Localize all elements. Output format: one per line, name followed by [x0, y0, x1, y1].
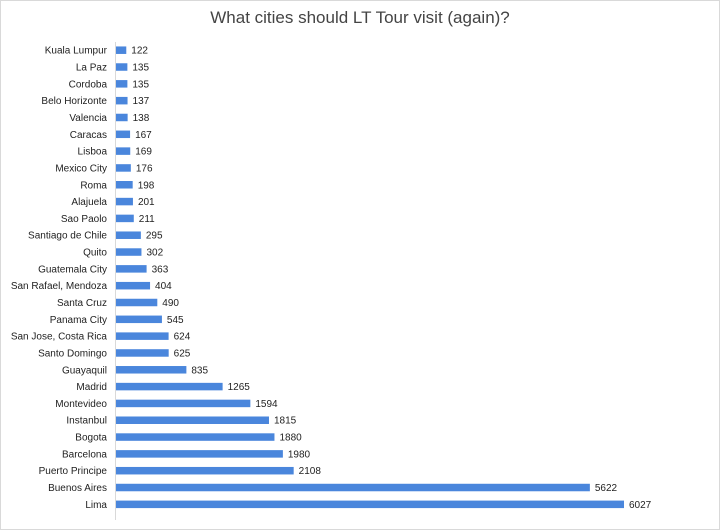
category-label: Guatemala City — [38, 264, 107, 275]
value-label: 122 — [131, 46, 148, 57]
bar — [116, 298, 158, 307]
category-label: Buenos Aires — [48, 483, 107, 494]
bar — [116, 315, 162, 324]
category-label: Instanbul — [66, 416, 107, 427]
bar — [116, 214, 134, 223]
value-label: 295 — [146, 231, 163, 242]
bar — [116, 466, 294, 475]
category-label: Roma — [80, 180, 107, 191]
bar — [116, 416, 269, 424]
value-label: 5622 — [595, 483, 618, 494]
bar — [116, 265, 147, 273]
category-label: Lisboa — [78, 147, 108, 158]
category-label: Santo Domingo — [38, 348, 107, 359]
value-label: 625 — [174, 348, 191, 359]
category-label: Panama City — [50, 315, 107, 326]
bar — [116, 231, 141, 239]
value-label: 624 — [174, 332, 191, 343]
category-label: Cordoba — [69, 79, 108, 90]
category-label: La Paz — [76, 63, 107, 74]
category-label: Quito — [83, 248, 107, 259]
category-label: Alajuela — [71, 197, 107, 208]
value-label: 1594 — [255, 399, 278, 410]
value-label: 169 — [135, 147, 152, 158]
category-label: Belo Horizonte — [41, 96, 107, 107]
bar — [116, 281, 151, 290]
category-label: Lima — [85, 500, 107, 511]
value-label: 211 — [139, 214, 155, 225]
bar — [116, 80, 128, 88]
value-label: 6027 — [629, 500, 652, 511]
bar — [116, 382, 223, 391]
value-label: 1880 — [279, 433, 302, 444]
category-label: Bogota — [75, 433, 107, 444]
bar — [116, 248, 142, 256]
bars-group: Kuala Lumpur 122 La Paz 135 Cordoba 135 Belo H… — [11, 46, 652, 511]
value-label: 138 — [133, 113, 150, 124]
value-label: 490 — [162, 298, 179, 309]
value-label: 404 — [155, 281, 172, 292]
value-label: 1265 — [228, 382, 251, 393]
value-label: 835 — [191, 365, 208, 376]
category-label: Montevideo — [55, 399, 107, 410]
value-label: 135 — [132, 79, 149, 90]
value-label: 302 — [146, 248, 163, 259]
bar — [116, 366, 187, 374]
value-label: 363 — [152, 264, 169, 275]
bar — [116, 332, 169, 340]
category-label: San Jose, Costa Rica — [11, 332, 108, 343]
category-label: Caracas — [70, 130, 107, 141]
bar — [116, 500, 624, 509]
bar — [116, 130, 131, 139]
value-label: 2108 — [299, 466, 322, 477]
value-label: 135 — [132, 63, 149, 74]
bar — [116, 483, 590, 492]
bar — [116, 433, 275, 441]
bar — [116, 147, 131, 155]
bar — [116, 349, 169, 357]
category-label: Valencia — [69, 113, 107, 124]
value-label: 201 — [138, 197, 155, 208]
bar — [116, 450, 283, 458]
bar — [116, 63, 128, 71]
bar — [116, 164, 131, 172]
category-label: Kuala Lumpur — [45, 46, 108, 57]
bar — [116, 96, 128, 105]
value-label: 1980 — [288, 449, 311, 460]
category-label: Puerto Principe — [39, 466, 108, 477]
bar — [116, 113, 128, 122]
value-label: 198 — [138, 180, 155, 191]
bar — [116, 399, 251, 408]
value-label: 167 — [135, 130, 152, 141]
chart-title: What cities should LT Tour visit (again)… — [210, 8, 510, 27]
category-label: Sao Paolo — [61, 214, 108, 225]
value-label: 176 — [136, 163, 153, 174]
category-label: Santiago de Chile — [28, 231, 107, 242]
category-label: Barcelona — [62, 449, 107, 460]
category-label: Santa Cruz — [57, 298, 107, 309]
bar — [116, 46, 127, 54]
value-label: 545 — [167, 315, 184, 326]
bar — [116, 197, 133, 206]
category-label: Madrid — [76, 382, 107, 393]
category-label: Mexico City — [55, 163, 107, 174]
bar — [116, 181, 133, 189]
value-label: 137 — [133, 96, 150, 107]
category-label: Guayaquil — [62, 365, 107, 376]
category-label: San Rafael, Mendoza — [11, 281, 108, 292]
value-label: 1815 — [274, 416, 297, 427]
